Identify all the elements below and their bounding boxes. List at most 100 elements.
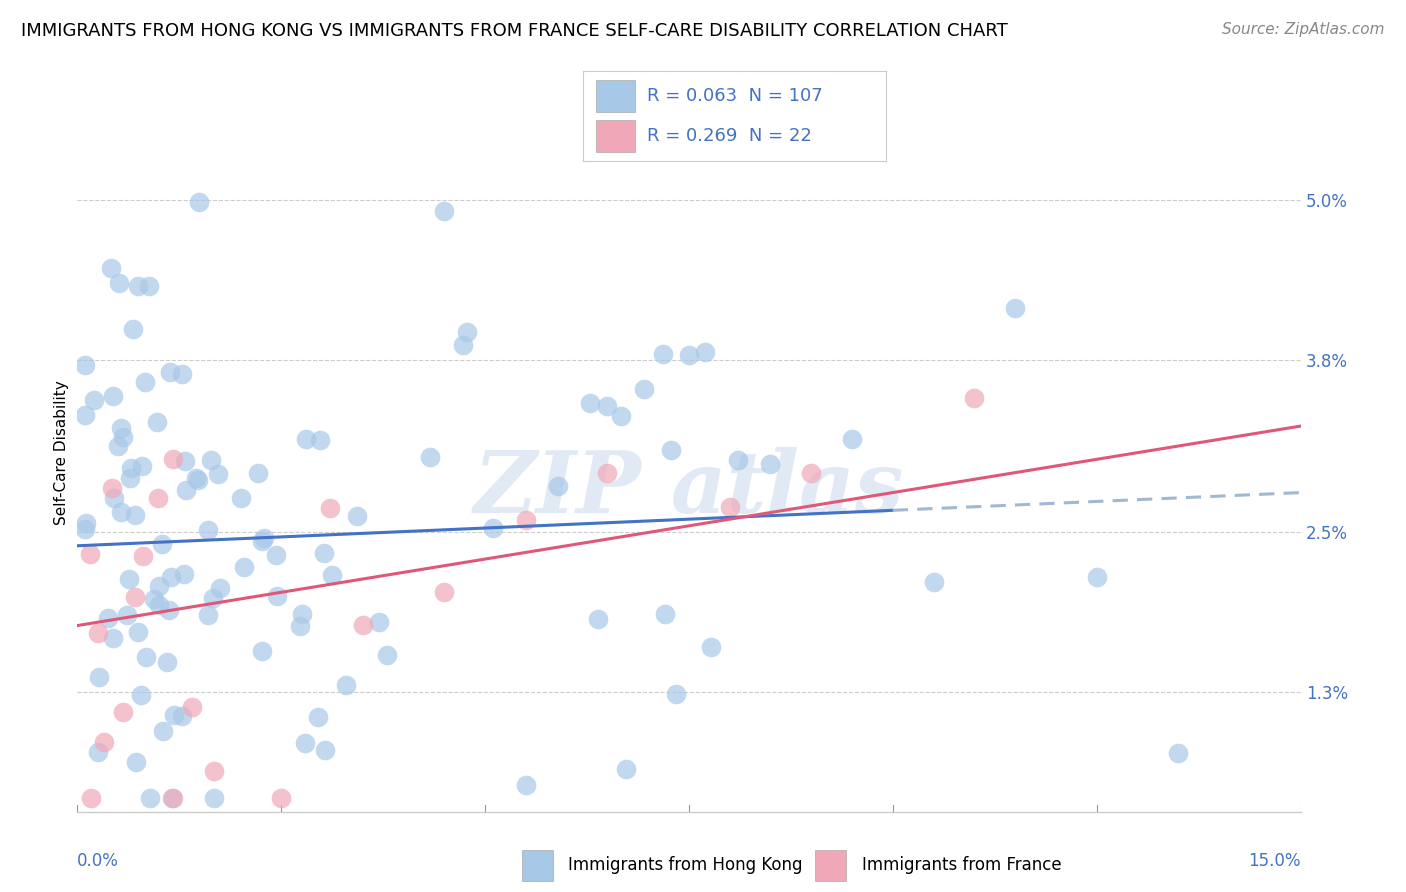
- Point: [100, 260, 122, 275]
- Point: [659, 443, 682, 458]
- Point: [1167, 746, 1189, 760]
- Point: [515, 778, 537, 792]
- Point: [596, 399, 619, 413]
- Point: [693, 344, 716, 359]
- FancyBboxPatch shape: [596, 80, 636, 112]
- Point: [108, 277, 131, 291]
- Point: [87, 670, 110, 684]
- Point: [586, 612, 609, 626]
- Point: [111, 430, 134, 444]
- Point: [124, 508, 146, 522]
- Point: [1004, 301, 1026, 315]
- Point: [309, 433, 332, 447]
- Point: [294, 736, 316, 750]
- Point: [132, 549, 155, 563]
- Point: [335, 678, 357, 692]
- Point: [270, 791, 292, 805]
- Point: [162, 452, 184, 467]
- Point: [187, 473, 209, 487]
- FancyBboxPatch shape: [815, 849, 846, 881]
- Point: [146, 415, 169, 429]
- Point: [110, 505, 132, 519]
- Point: [231, 491, 253, 506]
- Point: [143, 591, 166, 606]
- Point: [148, 579, 170, 593]
- Point: [180, 700, 202, 714]
- Point: [115, 607, 138, 622]
- Point: [160, 570, 183, 584]
- Point: [375, 648, 398, 662]
- Point: [651, 347, 673, 361]
- Text: Immigrants from France: Immigrants from France: [862, 856, 1062, 874]
- Point: [187, 194, 209, 209]
- Text: R = 0.269  N = 22: R = 0.269 N = 22: [647, 127, 811, 145]
- Point: [678, 348, 700, 362]
- Point: [197, 608, 219, 623]
- Point: [156, 655, 179, 669]
- Point: [291, 607, 314, 622]
- Point: [700, 640, 723, 655]
- Point: [103, 491, 125, 505]
- Point: [172, 708, 194, 723]
- Point: [160, 791, 183, 805]
- Point: [120, 461, 142, 475]
- Point: [200, 453, 222, 467]
- Point: [202, 764, 225, 778]
- Text: 15.0%: 15.0%: [1249, 852, 1301, 870]
- Point: [800, 466, 823, 480]
- Text: 0.0%: 0.0%: [77, 852, 120, 870]
- Point: [841, 432, 863, 446]
- Text: ZIP atlas: ZIP atlas: [474, 447, 904, 531]
- Point: [83, 392, 105, 407]
- Point: [665, 687, 688, 701]
- Point: [93, 735, 115, 749]
- Point: [157, 603, 180, 617]
- Point: [101, 481, 124, 495]
- Point: [346, 509, 368, 524]
- Point: [319, 500, 342, 515]
- Point: [79, 547, 101, 561]
- Point: [135, 650, 157, 665]
- Point: [352, 617, 374, 632]
- Point: [127, 279, 149, 293]
- Point: [101, 389, 124, 403]
- Point: [75, 408, 97, 422]
- Point: [172, 367, 194, 381]
- Point: [112, 705, 135, 719]
- Point: [367, 615, 389, 629]
- Point: [264, 548, 287, 562]
- Point: [616, 762, 638, 776]
- Point: [129, 688, 152, 702]
- Point: [162, 791, 184, 805]
- Text: Source: ZipAtlas.com: Source: ZipAtlas.com: [1222, 22, 1385, 37]
- Point: [103, 631, 125, 645]
- Point: [433, 585, 456, 599]
- Point: [150, 537, 173, 551]
- Point: [202, 591, 225, 606]
- Point: [124, 590, 146, 604]
- Point: [963, 392, 986, 406]
- Point: [173, 566, 195, 581]
- FancyBboxPatch shape: [522, 849, 553, 881]
- Point: [127, 625, 149, 640]
- Point: [250, 644, 273, 658]
- Point: [1085, 570, 1108, 584]
- Point: [419, 450, 441, 465]
- Point: [547, 479, 569, 493]
- Point: [481, 521, 503, 535]
- Point: [138, 791, 160, 805]
- Point: [204, 791, 226, 805]
- Point: [159, 365, 181, 379]
- Point: [433, 203, 456, 218]
- Point: [197, 523, 219, 537]
- Point: [727, 453, 749, 467]
- Point: [131, 458, 153, 473]
- Point: [152, 723, 174, 738]
- Point: [314, 743, 336, 757]
- Point: [266, 589, 288, 603]
- Point: [174, 454, 197, 468]
- Point: [654, 607, 676, 621]
- Point: [75, 359, 97, 373]
- Point: [174, 483, 197, 497]
- Point: [148, 491, 170, 505]
